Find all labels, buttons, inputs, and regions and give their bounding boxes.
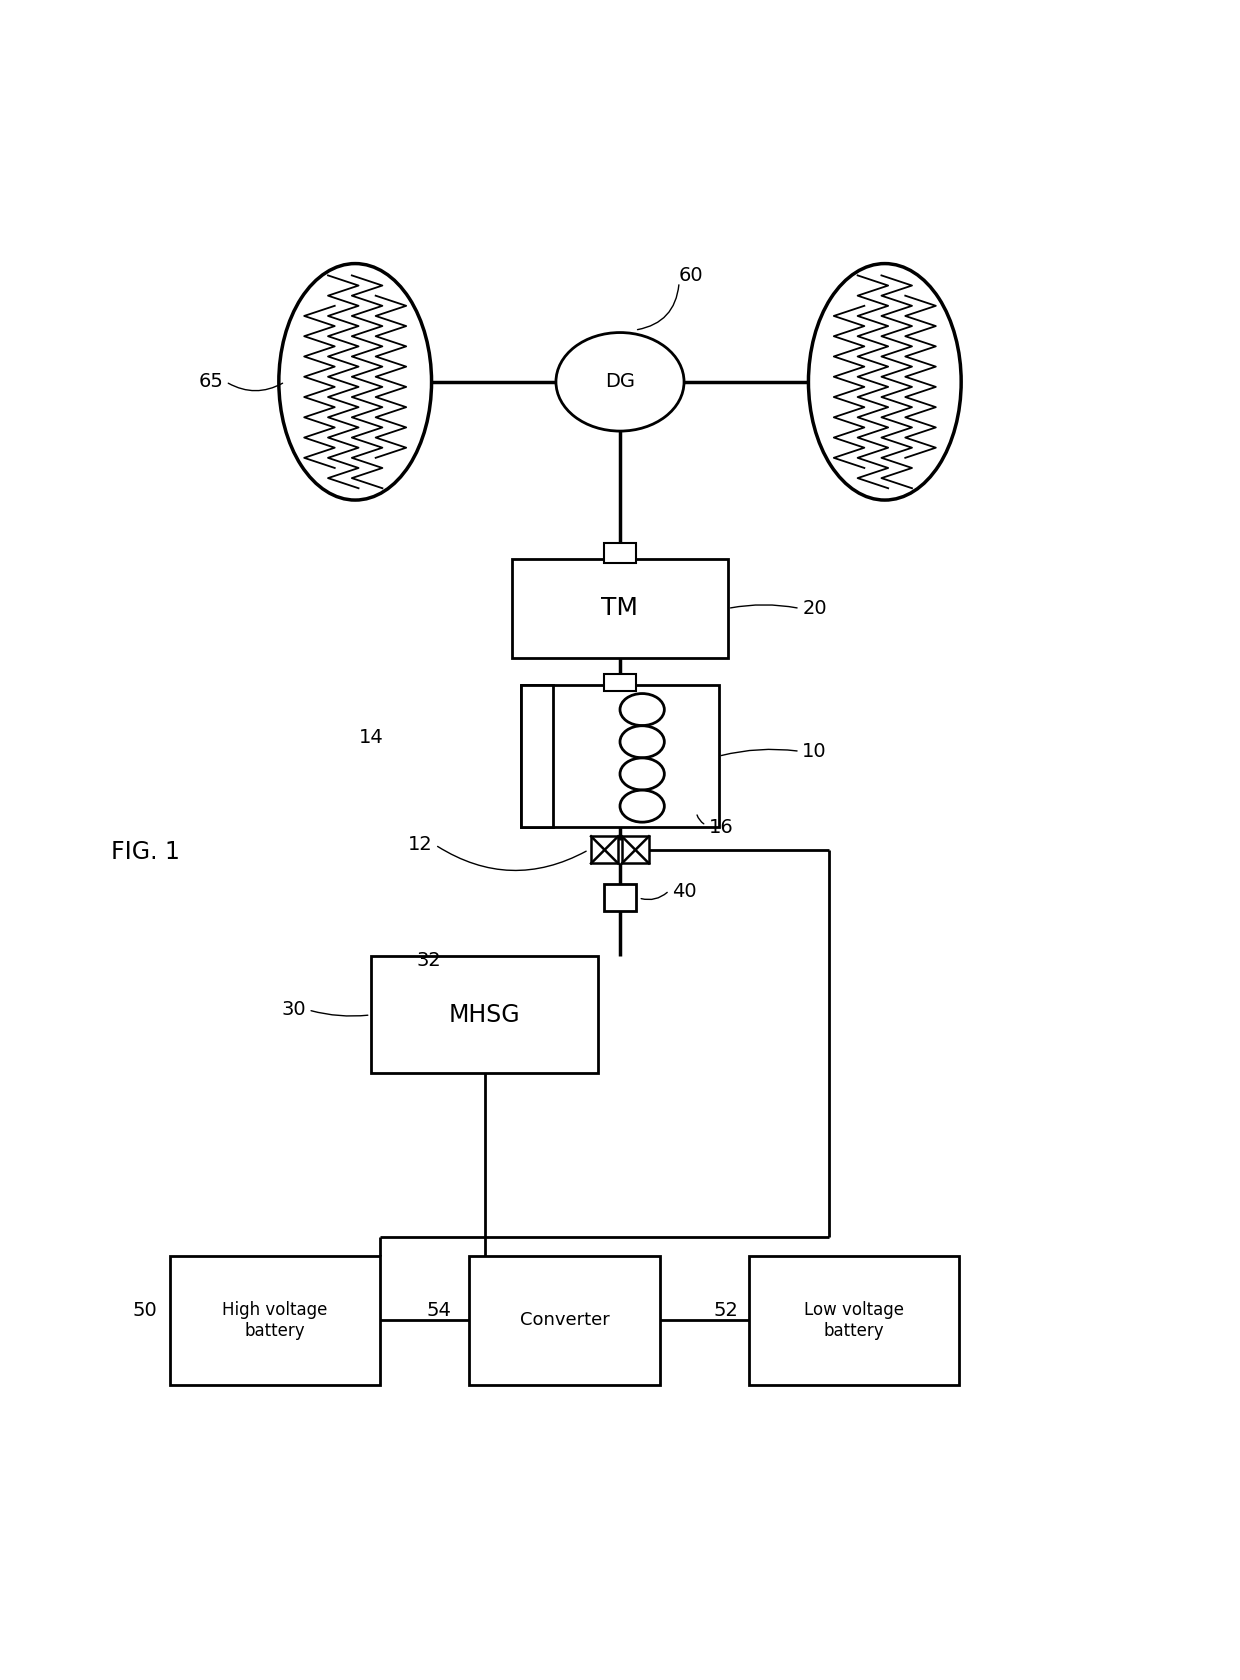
Text: 54: 54 — [427, 1300, 451, 1320]
Text: High voltage
battery: High voltage battery — [222, 1300, 327, 1339]
Text: TM: TM — [601, 596, 639, 620]
FancyBboxPatch shape — [604, 884, 636, 912]
Text: Converter: Converter — [520, 1312, 609, 1329]
FancyBboxPatch shape — [371, 956, 599, 1074]
Ellipse shape — [620, 758, 665, 790]
Text: 60: 60 — [680, 267, 704, 286]
Ellipse shape — [620, 790, 665, 822]
FancyBboxPatch shape — [469, 1255, 660, 1384]
FancyBboxPatch shape — [170, 1255, 379, 1384]
Text: FIG. 1: FIG. 1 — [112, 840, 180, 864]
FancyBboxPatch shape — [621, 837, 649, 864]
Text: MHSG: MHSG — [449, 1003, 521, 1026]
Text: 10: 10 — [802, 743, 827, 761]
Text: 14: 14 — [358, 727, 383, 748]
Text: 16: 16 — [709, 818, 733, 837]
Ellipse shape — [556, 333, 684, 432]
Text: 30: 30 — [281, 1001, 306, 1020]
Text: 32: 32 — [417, 951, 441, 971]
FancyBboxPatch shape — [604, 543, 636, 563]
Text: 40: 40 — [672, 882, 697, 900]
Ellipse shape — [620, 694, 665, 726]
FancyBboxPatch shape — [749, 1255, 959, 1384]
FancyBboxPatch shape — [522, 685, 718, 827]
Text: 20: 20 — [802, 600, 827, 618]
Text: 52: 52 — [713, 1300, 738, 1320]
FancyBboxPatch shape — [522, 685, 553, 827]
FancyBboxPatch shape — [512, 559, 728, 657]
Ellipse shape — [808, 264, 961, 501]
Ellipse shape — [279, 264, 432, 501]
Text: DG: DG — [605, 373, 635, 391]
Text: 65: 65 — [198, 373, 223, 391]
Ellipse shape — [620, 726, 665, 758]
Text: 50: 50 — [133, 1300, 157, 1320]
Text: 12: 12 — [408, 835, 433, 855]
FancyBboxPatch shape — [604, 674, 636, 690]
FancyBboxPatch shape — [591, 837, 619, 864]
Text: Low voltage
battery: Low voltage battery — [804, 1300, 904, 1339]
